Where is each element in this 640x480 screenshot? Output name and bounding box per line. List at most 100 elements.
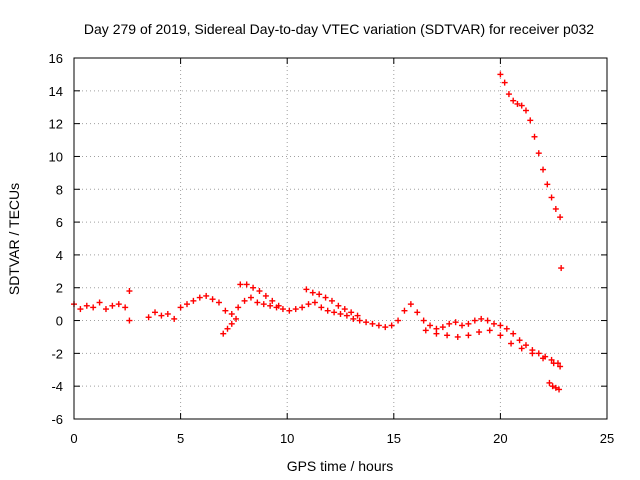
y-tick-label: 4 [56,248,63,263]
data-point [126,288,133,295]
x-tick-label: 20 [493,431,507,446]
data-point [256,288,263,295]
data-point [292,306,299,313]
data-point [203,292,210,299]
plot-frame [73,57,608,420]
data-point [548,194,555,201]
data-point [318,304,325,311]
data-point [322,294,329,301]
data-point [459,322,466,329]
x-tick-label: 25 [600,431,614,446]
data-point [122,304,129,311]
data-point [235,304,242,311]
x-axis-label: GPS time / hours [287,458,394,474]
data-point [497,322,504,329]
x-tick-label: 15 [387,431,401,446]
data-point [77,306,84,313]
data-point [420,317,427,324]
data-point [514,100,521,107]
data-points [71,71,565,393]
data-point [311,299,318,306]
data-point [299,304,306,311]
data-point [260,301,267,308]
data-point [343,312,350,319]
data-point [309,289,316,296]
data-point [222,307,229,314]
data-point [209,296,216,303]
data-point [503,325,510,332]
data-point [452,319,459,326]
data-point [250,284,257,291]
data-point [552,205,559,212]
y-tick-label: 14 [49,84,63,99]
data-point [486,327,493,334]
data-point [220,330,227,337]
data-point [427,322,434,329]
data-point [505,91,512,98]
y-tick-label: -2 [51,346,63,361]
y-axis-label: SDTVAR / TECUs [6,183,22,295]
data-point [126,317,133,324]
data-point [433,330,440,337]
data-point [549,383,556,390]
data-point [510,330,517,337]
data-point [544,181,551,188]
data-point [152,309,159,316]
data-point [237,281,244,288]
data-point [275,302,282,309]
data-point [328,297,335,304]
x-tick-label: 0 [70,431,77,446]
data-point [540,166,547,173]
data-point [401,307,408,314]
data-point [375,322,382,329]
data-point [382,324,389,331]
data-point [145,314,152,321]
data-point [177,304,184,311]
data-point [267,302,274,309]
data-point [158,312,165,319]
data-point [478,315,485,322]
data-point [190,297,197,304]
data-point [109,302,116,309]
data-point [497,71,504,78]
data-point [546,379,553,386]
data-point [535,350,542,357]
data-point [363,319,370,326]
data-point [286,307,293,314]
x-tick-label: 10 [280,431,294,446]
data-point [557,214,564,221]
data-point [508,340,515,347]
y-tick-label: 0 [56,314,63,329]
data-point [476,329,483,336]
data-point [501,79,508,86]
y-tick-label: 10 [49,149,63,164]
data-point [407,301,414,308]
data-point [350,315,357,322]
data-point [335,302,342,309]
data-point [531,133,538,140]
data-point [96,299,103,306]
grid [74,58,607,419]
data-point [446,320,453,327]
data-point [510,97,517,104]
data-point [247,294,254,301]
data-point [439,324,446,331]
data-point [303,286,310,293]
data-point [518,345,525,352]
data-point [90,304,97,311]
y-tick-label: 16 [49,51,63,66]
data-point [529,350,536,357]
y-tick-label: -4 [51,379,63,394]
data-point [196,294,203,301]
data-point [550,360,557,367]
data-point [548,356,555,363]
data-point [354,312,361,319]
data-point [305,301,312,308]
data-point [556,386,563,393]
data-point [228,320,235,327]
data-point [522,342,529,349]
data-point [324,307,331,314]
data-point [369,320,376,327]
data-point [331,309,338,316]
